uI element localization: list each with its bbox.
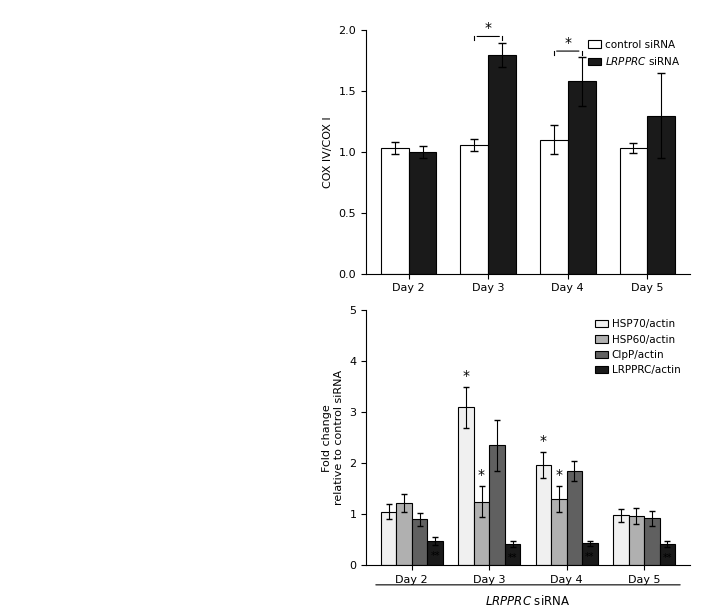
Text: *: * xyxy=(485,21,491,35)
Bar xyxy=(460,145,488,274)
Bar xyxy=(551,499,567,565)
Text: $LRPPRC$ siRNA: $LRPPRC$ siRNA xyxy=(485,593,571,607)
Bar xyxy=(629,516,644,565)
Bar xyxy=(488,55,516,274)
Legend: HSP70/actin, HSP60/actin, ClpP/actin, LRPPRC/actin: HSP70/actin, HSP60/actin, ClpP/actin, LR… xyxy=(591,316,685,379)
Text: *: * xyxy=(565,36,571,50)
Legend: control siRNA, $LRPPRC$ siRNA: control siRNA, $LRPPRC$ siRNA xyxy=(584,36,685,71)
Bar xyxy=(408,152,436,274)
Bar xyxy=(381,148,408,274)
Bar xyxy=(644,519,660,565)
Bar xyxy=(567,471,582,565)
Y-axis label: Fold change
relative to control siRNA: Fold change relative to control siRNA xyxy=(322,370,344,505)
Text: *: * xyxy=(555,468,562,482)
Y-axis label: COX IV/COX I: COX IV/COX I xyxy=(323,116,333,188)
Text: *: * xyxy=(463,368,470,382)
Bar xyxy=(536,465,551,565)
Bar xyxy=(648,116,675,274)
Bar xyxy=(540,140,568,274)
Bar xyxy=(381,512,396,565)
Bar xyxy=(620,148,648,274)
Bar xyxy=(505,544,520,565)
Bar xyxy=(568,81,596,274)
Text: **: ** xyxy=(430,551,440,561)
Bar xyxy=(489,446,505,565)
Bar xyxy=(458,407,474,565)
Text: **: ** xyxy=(585,552,595,562)
Bar xyxy=(396,503,412,565)
Bar xyxy=(427,541,443,565)
Text: **: ** xyxy=(508,553,517,563)
Bar xyxy=(582,544,598,565)
Bar xyxy=(613,516,629,565)
Text: *: * xyxy=(540,434,547,448)
Bar xyxy=(412,519,427,565)
Text: *: * xyxy=(478,468,485,482)
Bar xyxy=(474,502,489,565)
Bar xyxy=(660,544,675,565)
Text: **: ** xyxy=(662,553,672,563)
